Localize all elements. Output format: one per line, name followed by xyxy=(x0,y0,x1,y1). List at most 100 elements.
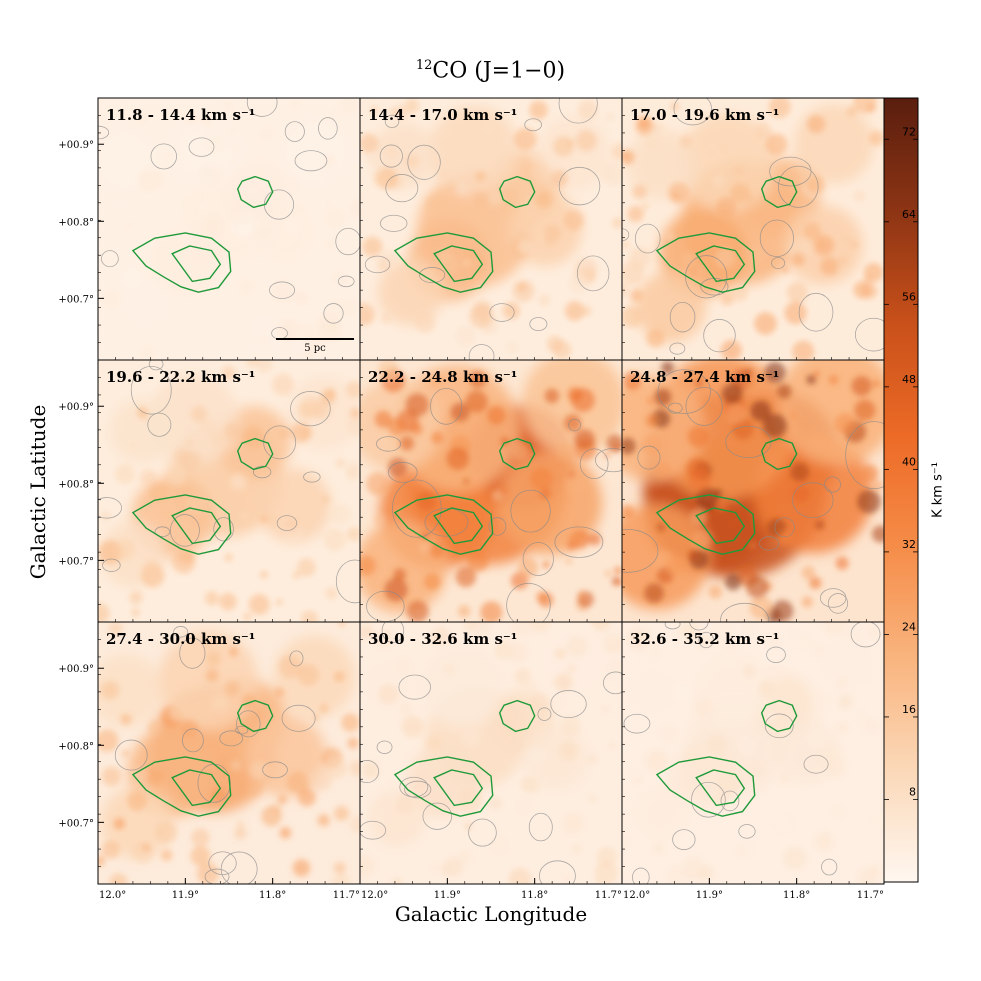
emission-speck xyxy=(439,170,447,178)
emission-speck xyxy=(842,235,849,242)
emission-speck xyxy=(350,407,360,419)
snr-contour-main xyxy=(655,494,756,555)
emission-speck xyxy=(630,769,641,780)
emission-speck xyxy=(185,112,198,125)
emission-speck xyxy=(754,122,772,140)
emission-speck xyxy=(801,596,813,608)
emission-speck xyxy=(383,628,393,639)
emission-map xyxy=(99,114,345,328)
emission-speck xyxy=(137,113,149,124)
emission-speck xyxy=(577,99,598,120)
intensity-contour xyxy=(769,156,812,187)
emission-speck xyxy=(739,842,754,858)
emission-speck xyxy=(147,767,165,786)
emission-speck xyxy=(564,874,572,883)
intensity-contour xyxy=(537,707,552,721)
emission-speck xyxy=(457,604,471,618)
intensity-contour xyxy=(685,255,728,299)
intensity-contour xyxy=(738,824,756,839)
emission-speck xyxy=(266,513,278,526)
intensity-contour xyxy=(803,754,829,774)
emission-speck xyxy=(416,491,437,511)
emission-speck xyxy=(653,843,664,854)
emission-speck xyxy=(568,273,589,294)
emission-speck xyxy=(243,613,251,621)
channel-map-panel xyxy=(360,360,622,622)
emission-speck xyxy=(387,417,406,436)
emission-speck xyxy=(600,626,619,645)
emission-speck xyxy=(366,153,376,164)
emission-speck xyxy=(145,281,157,294)
emission-speck xyxy=(241,693,257,709)
emission-speck xyxy=(115,464,135,484)
channel-map-panel xyxy=(622,622,884,884)
emission-speck xyxy=(374,410,393,428)
emission-speck xyxy=(377,360,400,381)
colorbar-tick-label: 40 xyxy=(902,455,916,468)
emission-noise xyxy=(622,622,884,884)
emission-speck xyxy=(646,329,665,348)
emission-noise xyxy=(98,360,360,622)
colorbar-tick-label: 56 xyxy=(902,290,916,303)
emission-speck xyxy=(529,622,551,634)
emission-clump xyxy=(816,634,878,696)
emission-speck xyxy=(425,194,446,215)
emission-speck xyxy=(849,240,859,249)
intensity-contour xyxy=(430,387,463,425)
intensity-contour xyxy=(173,626,189,638)
snr-contour-main xyxy=(655,232,756,293)
emission-speck xyxy=(558,741,579,761)
emission-speck xyxy=(809,576,822,590)
emission-speck xyxy=(873,380,880,387)
emission-speck xyxy=(622,836,630,850)
intensity-contour xyxy=(219,730,244,747)
y-tick-label: +00.9° xyxy=(58,664,94,675)
emission-speck xyxy=(206,132,224,151)
emission-noise xyxy=(98,622,360,884)
emission-speck xyxy=(595,878,602,884)
emission-speck xyxy=(267,206,275,215)
intensity-contour xyxy=(579,448,609,480)
channel-map-panel xyxy=(360,622,622,884)
emission-speck xyxy=(139,469,157,486)
emission-speck xyxy=(543,224,562,242)
intensity-contour xyxy=(235,725,249,735)
snr-contours xyxy=(393,699,536,817)
emission-speck xyxy=(124,467,133,476)
intensity-contour xyxy=(262,761,288,779)
emission-speck xyxy=(297,558,316,577)
emission-speck xyxy=(205,668,219,683)
emission-speck xyxy=(776,384,792,399)
emission-speck xyxy=(455,566,477,588)
emission-speck xyxy=(230,473,247,490)
emission-speck xyxy=(413,780,425,792)
snr-contour-north xyxy=(498,437,536,471)
panel-velocity-label: 14.4 - 17.0 km s⁻¹ xyxy=(368,106,517,124)
emission-speck xyxy=(741,663,757,679)
emission-speck xyxy=(315,531,322,539)
y-tick-label: +00.8° xyxy=(58,741,94,752)
emission-speck xyxy=(764,664,786,686)
intensity-contour xyxy=(422,802,453,830)
emission-speck xyxy=(324,238,337,251)
emission-speck xyxy=(730,284,748,302)
emission-speck xyxy=(431,431,444,444)
y-tick-label: +00.7° xyxy=(58,818,94,829)
emission-speck xyxy=(694,267,702,276)
emission-speck xyxy=(190,845,211,866)
emission-speck xyxy=(426,735,442,751)
snr-contours xyxy=(393,437,536,555)
emission-speck xyxy=(807,114,826,133)
emission-speck xyxy=(142,150,163,171)
emission-speck xyxy=(317,814,330,827)
intensity-contour xyxy=(823,476,841,493)
emission-speck xyxy=(524,777,542,795)
x-tick-label: 11.8° xyxy=(521,890,548,901)
emission-speck xyxy=(414,312,436,333)
emission-speck xyxy=(623,371,642,390)
x-tick-label: 11.9° xyxy=(172,890,199,901)
emission-speck xyxy=(695,487,719,511)
emission-speck xyxy=(485,126,494,134)
emission-speck xyxy=(726,403,747,424)
